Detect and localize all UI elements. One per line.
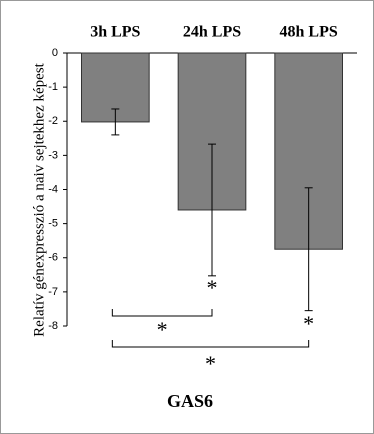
y-tick-label: -7 — [48, 286, 58, 298]
y-tick-label: -3 — [48, 149, 58, 161]
y-axis-label: Relatív génexpresszió a naiv sejtekhez k… — [31, 62, 47, 336]
x-tick-label: 24h LPS — [183, 24, 241, 41]
bracket — [111, 309, 213, 317]
significance-mark: * — [207, 275, 218, 300]
y-tick-label: -6 — [48, 252, 58, 264]
x-tick-label: 48h LPS — [280, 24, 338, 41]
significance-mark: * — [205, 351, 216, 376]
y-tick-label: -5 — [48, 218, 58, 230]
y-tick-label: -1 — [48, 81, 58, 93]
error-bar — [304, 187, 313, 312]
y-tick-label: -2 — [48, 115, 58, 127]
significance-mark: * — [157, 317, 168, 342]
y-tick-label: -8 — [48, 320, 58, 332]
x-tick-label: 3h LPS — [90, 24, 140, 41]
y-tick-label: -4 — [48, 183, 58, 195]
error-bar — [208, 143, 216, 277]
significance-mark: * — [303, 311, 314, 336]
bar — [274, 52, 344, 250]
x-axis-label: GAS6 — [167, 391, 213, 411]
bracket — [111, 340, 310, 348]
error-bar — [111, 108, 120, 136]
y-tick-label: 0 — [52, 47, 58, 59]
